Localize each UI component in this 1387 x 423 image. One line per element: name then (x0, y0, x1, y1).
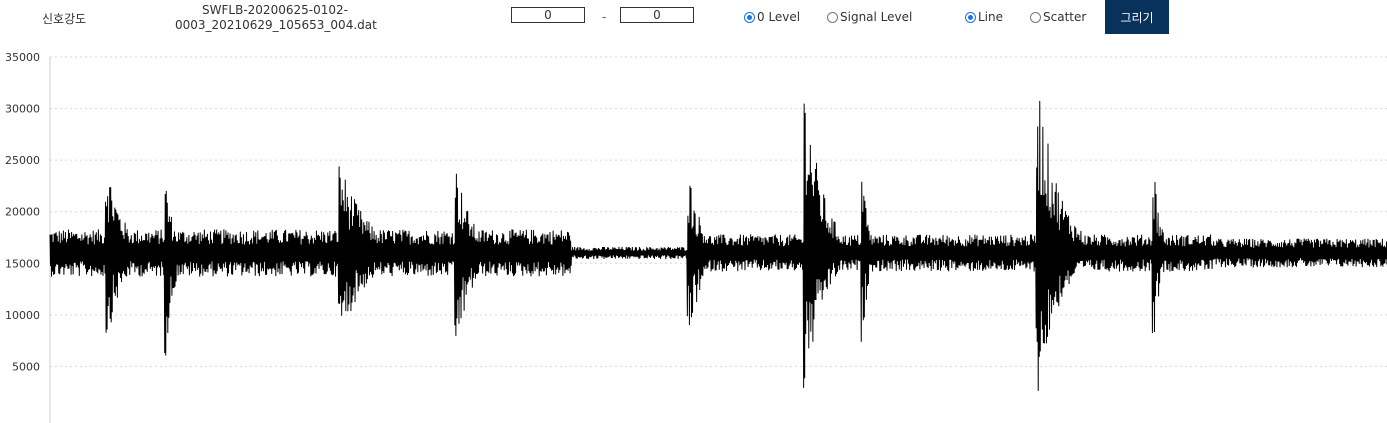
zero-level-label: 0 Level (757, 10, 801, 24)
y-axis-ticks: 35000 30000 25000 20000 15000 10000 5000 (5, 51, 40, 373)
line-label: Line (978, 10, 1004, 24)
scatter-label: Scatter (1043, 10, 1087, 24)
signal-line (49, 100, 1387, 391)
y-tick-label: 20000 (5, 206, 40, 219)
y-tick-label: 35000 (5, 51, 40, 64)
file-name: SWFLB-20200625-0102- 0003_20210629_10565… (175, 3, 377, 33)
file-name-line-2: 0003_20210629_105653_004.dat (175, 18, 377, 32)
file-name-line-1: SWFLB-20200625-0102- (202, 3, 348, 17)
signal-level-label: Signal Level (840, 10, 913, 24)
zero-level-option[interactable]: 0 Level (744, 10, 800, 24)
toolbar: 신호강도 SWFLB-20200625-0102- 0003_20210629_… (0, 0, 1387, 50)
signal-chart: 35000 30000 25000 20000 15000 10000 5000 (5, 51, 1387, 423)
y-tick-label: 10000 (5, 309, 40, 322)
range-separator: - (602, 10, 607, 24)
line-option[interactable]: Line (965, 10, 1003, 24)
range-to-input[interactable] (620, 7, 694, 23)
y-tick-label: 15000 (5, 257, 40, 270)
line-radio[interactable] (965, 11, 976, 23)
chart-grid (50, 56, 1387, 367)
signal-level-option[interactable]: Signal Level (827, 10, 912, 24)
draw-button[interactable]: 그리기 (1105, 0, 1169, 34)
range-from-input[interactable] (511, 7, 585, 23)
zero-level-radio[interactable] (744, 11, 755, 23)
y-tick-label: 30000 (5, 103, 40, 116)
y-tick-label: 5000 (12, 360, 40, 373)
scatter-option[interactable]: Scatter (1030, 10, 1086, 24)
signal-level-radio[interactable] (827, 11, 838, 23)
y-tick-label: 25000 (5, 154, 40, 167)
scatter-radio[interactable] (1030, 11, 1041, 23)
signal-strength-title: 신호강도 (42, 12, 87, 26)
